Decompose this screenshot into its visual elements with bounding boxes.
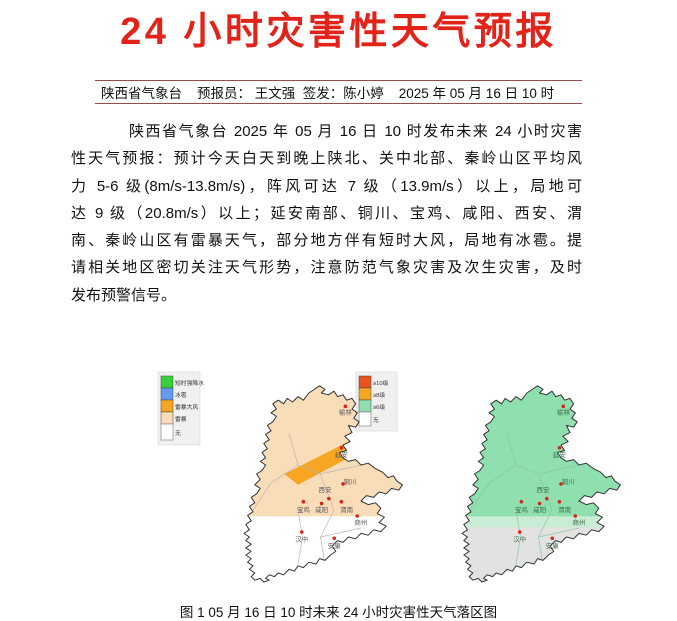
svg-text:汉中: 汉中 (513, 535, 526, 544)
svg-text:铜川: 铜川 (344, 477, 357, 486)
svg-text:≥6级: ≥6级 (373, 403, 385, 411)
svg-text:冰雹: 冰雹 (175, 391, 187, 399)
svg-text:短时强降水: 短时强降水 (175, 379, 204, 387)
svg-text:渭南: 渭南 (340, 505, 353, 514)
svg-text:延安: 延安 (335, 450, 348, 459)
svg-text:商州: 商州 (355, 517, 368, 526)
svg-text:汉中: 汉中 (295, 535, 308, 544)
svg-text:咸阳: 咸阳 (315, 505, 328, 514)
svg-text:榆林: 榆林 (339, 408, 352, 417)
svg-text:西安: 西安 (319, 485, 332, 494)
svg-text:无: 无 (175, 430, 181, 437)
svg-text:商州: 商州 (573, 517, 586, 526)
svg-text:咸阳: 咸阳 (533, 505, 546, 514)
svg-text:≥8级: ≥8级 (373, 391, 385, 399)
svg-text:宝鸡: 宝鸡 (515, 505, 528, 514)
svg-text:西安: 西安 (537, 485, 550, 494)
svg-text:雷暴大风: 雷暴大风 (175, 403, 198, 411)
svg-text:铜川: 铜川 (562, 477, 575, 486)
svg-text:渭南: 渭南 (558, 505, 571, 514)
svg-text:榆林: 榆林 (557, 408, 570, 417)
svg-text:≥10级: ≥10级 (373, 379, 389, 387)
svg-text:安康: 安康 (328, 541, 341, 550)
svg-text:雷暴: 雷暴 (175, 416, 187, 423)
svg-text:安康: 安康 (546, 541, 559, 550)
svg-text:延安: 延安 (553, 450, 566, 459)
svg-text:无: 无 (373, 417, 379, 424)
svg-text:宝鸡: 宝鸡 (297, 505, 310, 514)
